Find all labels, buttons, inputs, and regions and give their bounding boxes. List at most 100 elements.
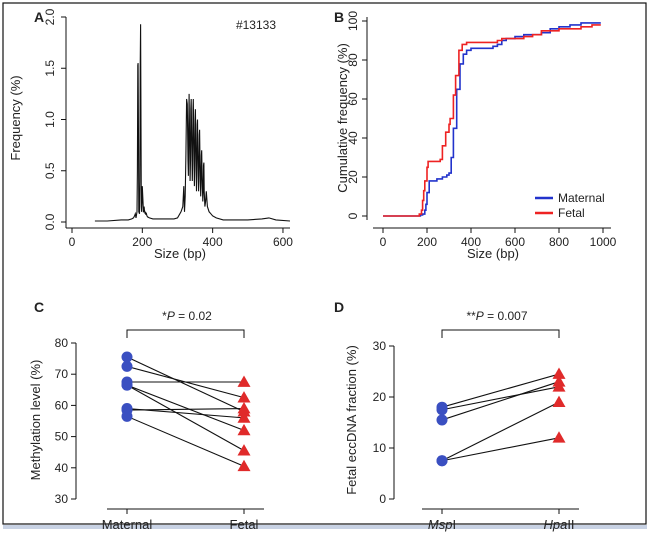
panel-d-p-prefix: ** <box>466 309 476 323</box>
panel-a-frequency-line <box>94 24 291 222</box>
panel-c-pair-line <box>126 356 245 413</box>
panel-b-xlabel: Size (bp) <box>467 246 519 261</box>
panel-d-point-mspi <box>436 455 448 467</box>
panel-d-point-hpaii <box>552 431 566 443</box>
panel-d-pair-line <box>441 437 560 462</box>
panel-a-y-tick-label: 1.5 <box>43 60 57 77</box>
panel-letter-b: B <box>334 9 344 25</box>
figure-border <box>2 2 647 525</box>
panel-c-point-maternal <box>121 351 133 363</box>
panel-d-point-mspi <box>436 414 448 426</box>
panel-b-y-tick-label: 0 <box>346 212 360 219</box>
panel-c-x-tick-label: Maternal <box>102 517 153 532</box>
panel-a-y-tick-label: 0.0 <box>43 213 57 230</box>
panel-c-point-fetal <box>237 444 251 456</box>
panel-c-point-fetal <box>237 423 251 436</box>
panel-c-p-number: = 0.02 <box>175 309 212 323</box>
panel-c-y-tick-label: 80 <box>55 336 69 350</box>
panel-d-x-tick-label: MspI <box>428 517 456 532</box>
panel-d-plot: 0 10 20 30 MspI HpaII <box>373 329 579 532</box>
legend-label-fetal: Fetal <box>558 206 585 220</box>
panel-c-plot: 30 40 50 60 70 80 Maternal Fetal <box>55 329 264 532</box>
panel-c-point-fetal <box>237 375 251 387</box>
panel-a-y-tick-label: 2.0 <box>43 8 57 25</box>
panel-a-x-tick-label: 600 <box>273 235 293 249</box>
panel-b-ylabel: Cumulative frequency (%) <box>335 43 350 193</box>
panel-a-ylabel: Frequency (%) <box>8 75 23 160</box>
panel-b-x-tick-label: 400 <box>461 235 481 249</box>
panel-c-y-tick-label: 50 <box>55 430 69 444</box>
panel-letter-d: D <box>334 299 344 315</box>
legend-label-maternal: Maternal <box>558 191 605 205</box>
panel-a-xlabel: Size (bp) <box>154 246 206 261</box>
panel-b-plot: 0 200 400 600 800 1000 0 20 40 60 80 100 MaternalFet… <box>346 11 617 249</box>
panel-d-x-tick-label-roman: II <box>567 517 574 532</box>
panel-d-x-tick-label-italic: Msp <box>428 517 453 532</box>
panel-a-y-tick-label: 0.5 <box>43 162 57 179</box>
panel-b-y-tick-label: 40 <box>346 131 360 145</box>
panel-d-p-number: = 0.007 <box>484 309 528 323</box>
panel-c-y-tick-label: 60 <box>55 398 69 412</box>
panel-c-p-symbol: P <box>167 309 175 323</box>
panel-b-x-tick-label: 1000 <box>590 235 617 249</box>
panel-c: C *P = 0.02 Methylation level (%) 30 40 50… <box>28 299 264 532</box>
panel-c-significance-bracket <box>126 329 245 338</box>
panel-c-x-tick-label: Fetal <box>230 517 259 532</box>
panel-letter-c: C <box>34 299 44 315</box>
panel-c-point-maternal <box>121 410 133 422</box>
panel-c-y-tick-label: 30 <box>55 492 69 506</box>
panel-a-y-tick-label: 1.0 <box>43 111 57 128</box>
panel-d-pair-line <box>441 386 560 411</box>
panel-d-x-tick-label-roman: I <box>452 517 456 532</box>
panel-c-point-fetal <box>237 459 251 472</box>
panel-c-pair-line <box>126 384 245 431</box>
panel-c-pvalue: *P = 0.02 <box>162 309 212 323</box>
panel-c-pair-line <box>126 384 245 452</box>
panel-d-y-tick-label: 0 <box>379 492 386 506</box>
panel-d-p-symbol: P <box>476 309 484 323</box>
panel-d-pair-line <box>441 373 560 408</box>
panel-d-ylabel: Fetal eccDNA fraction (%) <box>344 345 359 495</box>
panel-c-ylabel: Methylation level (%) <box>28 360 43 481</box>
panel-c-point-fetal <box>237 402 251 414</box>
panel-c-y-tick-label: 40 <box>55 461 69 475</box>
panel-b-y-tick-label: 80 <box>346 53 360 67</box>
panel-c-pair-line <box>126 415 245 467</box>
panel-b-x-tick-label: 0 <box>380 235 387 249</box>
panel-c-y-tick-label: 70 <box>55 367 69 381</box>
panel-letter-a: A <box>34 9 44 25</box>
panel-d-point-hpaii <box>552 395 566 407</box>
panel-d-point-hpaii <box>552 375 566 387</box>
panel-d-point-mspi <box>436 404 448 416</box>
panel-d-pair-line <box>441 381 560 421</box>
panel-a-x-tick-label: 0 <box>69 235 76 249</box>
panel-a-x-tick-label: 200 <box>132 235 152 249</box>
panel-d-y-tick-label: 20 <box>373 390 387 404</box>
panel-c-point-fetal <box>237 391 251 403</box>
panel-d-pair-line <box>441 401 560 462</box>
panel-d-x-tick-label-italic: Hpa <box>543 517 567 532</box>
panel-d: D **P = 0.007 Fetal eccDNA fraction (%) … <box>334 299 579 532</box>
panel-d-point-hpaii <box>552 367 566 379</box>
panel-a-x-tick-label: 400 <box>203 235 223 249</box>
panel-c-point-fetal <box>237 411 251 423</box>
panel-b-y-tick-label: 20 <box>346 170 360 184</box>
panel-c-point-maternal <box>121 379 133 391</box>
panel-d-significance-bracket <box>441 329 560 338</box>
panel-d-y-tick-label: 10 <box>373 441 387 455</box>
panel-c-pair-line <box>126 407 245 411</box>
panel-b-y-tick-label: 100 <box>346 11 360 31</box>
panel-a-plot: 0 200 400 600 0.0 0.5 1.0 1.5 2.0 <box>43 8 293 249</box>
sample-id-annotation: #13133 <box>236 18 276 32</box>
panel-d-pvalue: **P = 0.007 <box>466 309 527 323</box>
panel-a: A #13133 Size (bp) Frequency (%) 0 200 400… <box>8 8 293 261</box>
panel-c-point-maternal <box>121 360 133 372</box>
panel-d-x-tick-label: HpaII <box>543 517 574 532</box>
panel-b-x-tick-label: 800 <box>549 235 569 249</box>
panel-b-x-tick-label: 600 <box>505 235 525 249</box>
panel-b-y-tick-label: 60 <box>346 92 360 106</box>
panel-c-p-prefix: * <box>162 309 167 323</box>
panel-d-y-tick-label: 30 <box>373 339 387 353</box>
